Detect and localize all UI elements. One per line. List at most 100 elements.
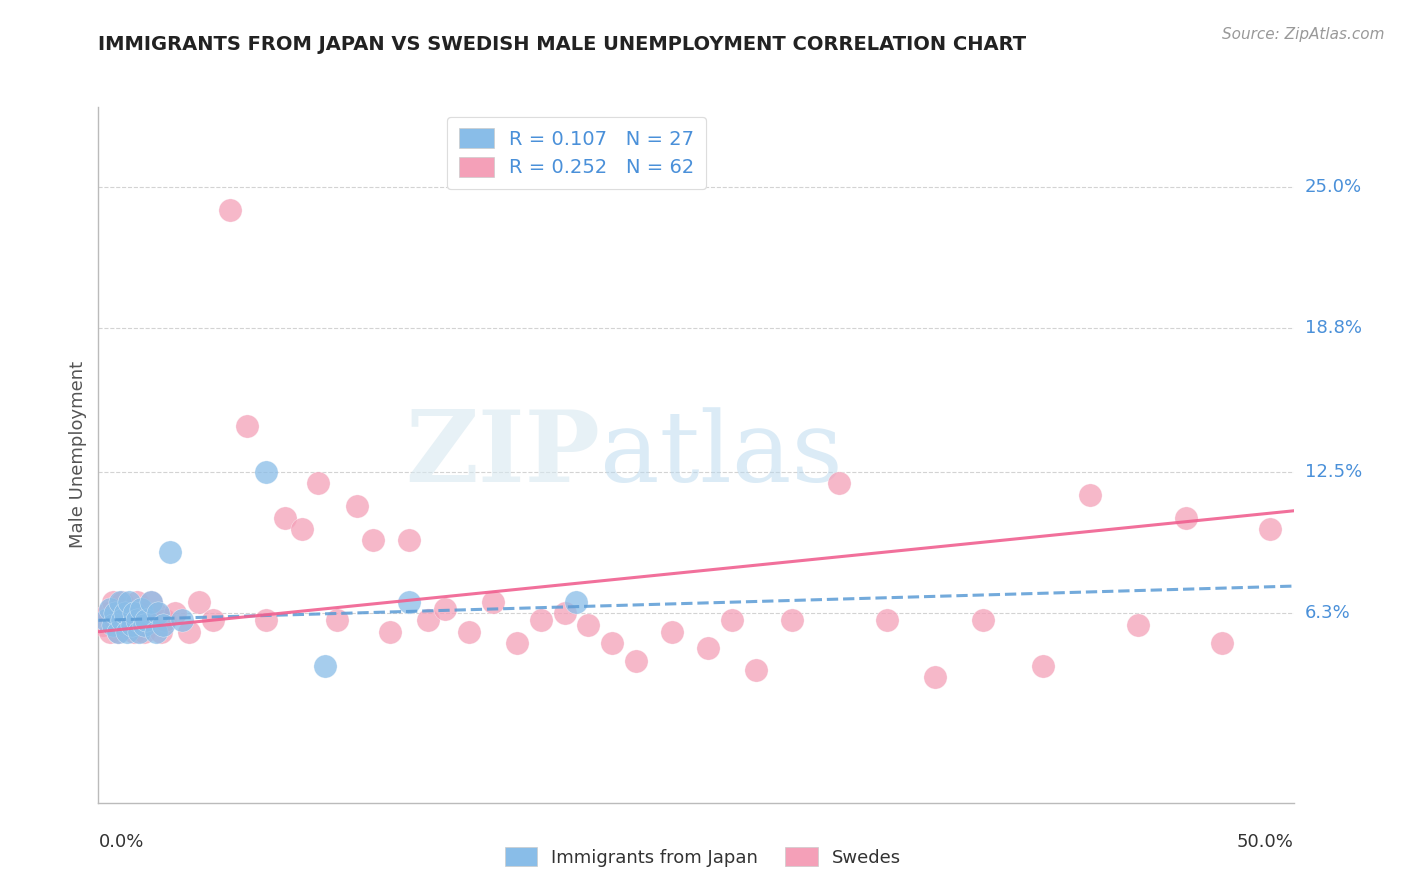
Point [1175, 510, 1198, 524]
Point [661, 624, 683, 639]
Point [924, 670, 946, 684]
Point [398, 533, 420, 548]
Point [828, 476, 851, 491]
Text: IMMIGRANTS FROM JAPAN VS SWEDISH MALE UNEMPLOYMENT CORRELATION CHART: IMMIGRANTS FROM JAPAN VS SWEDISH MALE UN… [98, 35, 1026, 54]
Point [108, 607, 131, 621]
Point [124, 624, 146, 639]
Point [876, 613, 898, 627]
Point [290, 522, 312, 536]
Point [163, 607, 186, 621]
Point [307, 476, 329, 491]
Text: Source: ZipAtlas.com: Source: ZipAtlas.com [1222, 27, 1385, 42]
Point [235, 419, 257, 434]
Text: 6.3%: 6.3% [1305, 605, 1350, 623]
Point [139, 595, 162, 609]
Point [111, 613, 134, 627]
Point [346, 500, 368, 514]
Point [114, 607, 136, 621]
Point [458, 624, 481, 639]
Point [378, 624, 401, 639]
Point [115, 624, 138, 639]
Point [745, 664, 768, 678]
Point [600, 636, 623, 650]
Point [104, 613, 127, 627]
Point [101, 595, 124, 609]
Point [94, 613, 117, 627]
Point [398, 595, 420, 609]
Point [121, 618, 143, 632]
Y-axis label: Male Unemployment: Male Unemployment [69, 361, 87, 549]
Point [1080, 488, 1102, 502]
Point [104, 607, 127, 621]
Point [111, 595, 134, 609]
Point [131, 607, 153, 621]
Point [107, 624, 129, 639]
Point [118, 595, 141, 609]
Legend: Immigrants from Japan, Swedes: Immigrants from Japan, Swedes [498, 840, 908, 874]
Point [148, 607, 170, 621]
Point [124, 607, 146, 621]
Point [481, 595, 505, 609]
Point [254, 465, 277, 479]
Point [118, 618, 141, 632]
Point [433, 602, 456, 616]
Point [97, 607, 120, 621]
Point [91, 618, 114, 632]
Point [128, 624, 150, 639]
Point [219, 202, 242, 217]
Point [554, 607, 576, 621]
Point [363, 533, 385, 548]
Point [506, 636, 529, 650]
Point [159, 545, 181, 559]
Point [697, 640, 720, 655]
Text: 0.0%: 0.0% [98, 833, 143, 851]
Point [128, 618, 150, 632]
Point [125, 595, 148, 609]
Point [721, 613, 744, 627]
Point [145, 607, 167, 621]
Point [172, 613, 194, 627]
Text: 25.0%: 25.0% [1305, 178, 1362, 196]
Point [972, 613, 994, 627]
Point [780, 613, 803, 627]
Point [139, 595, 162, 609]
Point [131, 602, 153, 616]
Point [529, 613, 551, 627]
Point [135, 613, 157, 627]
Text: 18.8%: 18.8% [1305, 319, 1361, 337]
Point [624, 654, 647, 668]
Text: atlas: atlas [600, 407, 844, 503]
Point [132, 618, 155, 632]
Text: 12.5%: 12.5% [1305, 463, 1362, 481]
Point [115, 607, 138, 621]
Point [155, 613, 177, 627]
Legend: R = 0.107   N = 27, R = 0.252   N = 62: R = 0.107 N = 27, R = 0.252 N = 62 [447, 117, 706, 189]
Text: ZIP: ZIP [405, 407, 600, 503]
Point [315, 659, 337, 673]
Point [152, 618, 174, 632]
Point [149, 624, 172, 639]
Point [418, 613, 440, 627]
Point [108, 595, 131, 609]
Point [1258, 522, 1281, 536]
Text: 50.0%: 50.0% [1237, 833, 1294, 851]
Point [1211, 636, 1233, 650]
Point [565, 595, 588, 609]
Point [1128, 618, 1150, 632]
Point [202, 613, 225, 627]
Point [187, 595, 209, 609]
Point [576, 618, 599, 632]
Point [101, 618, 124, 632]
Point [114, 618, 136, 632]
Point [326, 613, 349, 627]
Point [135, 613, 157, 627]
Point [98, 602, 122, 616]
Point [121, 613, 143, 627]
Point [107, 624, 129, 639]
Point [145, 624, 167, 639]
Point [98, 624, 122, 639]
Point [125, 613, 148, 627]
Point [274, 510, 297, 524]
Point [132, 624, 155, 639]
Point [254, 613, 277, 627]
